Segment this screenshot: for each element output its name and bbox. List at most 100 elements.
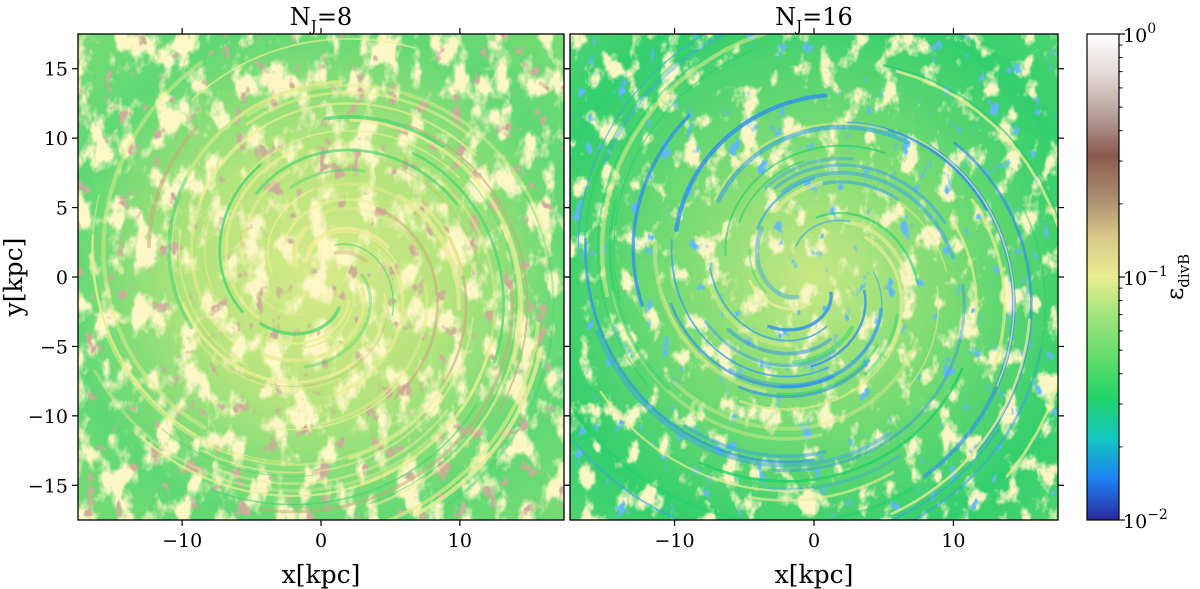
spiral-streak [970,198,1007,367]
spiral-streak [700,318,793,369]
spiral-streak [214,403,478,506]
spiral-streak [240,170,291,257]
y-axis-label: y[kpc] [0,238,28,318]
colorbar-tick-label: 10−1 [1123,264,1168,290]
spiral-streak [791,325,855,365]
spiral-streak [910,346,1043,520]
y-tick-label: −15 [28,475,68,497]
spiral-streak [305,226,390,263]
spiral-streak [772,283,966,473]
spiral-streak [200,317,474,474]
spiral-streak [573,429,1000,520]
spiral-streak [212,408,449,486]
heatmap-nj16 [570,34,1058,520]
spiral-streak [193,335,341,390]
spiral-streak [599,34,771,298]
spiral-streak [282,197,375,246]
spiral-streak [384,321,541,520]
spiral-streak [303,273,373,369]
spiral-streak [747,471,895,502]
x-tick-label: 10 [941,530,965,552]
spiral-streak [863,313,900,376]
spiral-streak [795,219,851,248]
spiral-streak [882,64,1058,221]
spiral-streak [1021,205,1046,381]
spiral-streak [323,256,406,400]
spiral-streak [323,114,445,149]
x-tick-label: −10 [655,530,695,552]
spiral-streak [776,343,879,396]
panel-nj8: −10 0 10 15 10 5 0 −5 −10 −15 [28,28,570,552]
spiral-streak [577,34,707,252]
spiral-streak [204,212,235,326]
spiral-streak [748,279,812,311]
spiral-streak [245,91,472,138]
spiral-streak [218,163,262,313]
colorbar-tick-label: 100 [1123,21,1156,47]
y-tick-label: 10 [44,128,68,150]
spiral-streak [403,122,529,414]
x-axis-label-nj16: x[kpc] [775,560,854,589]
spiral-streak [380,161,480,268]
spiral-streak [240,129,460,183]
spiral-streak [289,168,366,189]
spiral-streak [815,211,919,285]
spiral-streak [321,206,415,246]
spiral-streak [262,382,401,431]
spiral-streak [595,329,892,468]
spiral-streak [334,243,394,317]
spiral-streak [698,367,964,483]
spiral-streak [161,428,313,477]
spiral-streak [890,318,1031,516]
spiral-streak [756,177,816,230]
spiral-streak [844,220,908,277]
spiral-streak [105,335,407,467]
x-tick-label: 0 [315,530,327,552]
spiral-streak [772,181,824,214]
spiral-streak [327,292,387,379]
spiral-streak [191,37,416,101]
colorbar-label: εdivB [1161,254,1193,300]
spiral-streak [349,117,524,365]
spiral-streak [810,289,867,368]
spiral-streak [147,125,199,249]
spiral-streak [375,207,440,401]
spiral-streak [652,238,768,394]
x-tick-label: 0 [808,530,820,552]
spiral-streak [584,237,816,464]
x-tick-label: 10 [448,530,472,552]
spiral-streak [242,211,306,316]
spiral-streak [683,424,827,458]
spiral-streak [246,83,553,258]
spiral-streak [613,49,753,299]
spiral-streak [260,281,514,514]
x-tick-label: −10 [162,530,202,552]
y-tick-label: −5 [40,336,68,358]
spiral-streak [418,200,464,276]
spiral-streak [773,163,947,225]
spiral-streak [225,308,389,388]
spiral-streak [738,160,804,224]
spiral-streak [909,286,940,387]
spiral-streak [670,238,829,378]
spiral-streak [709,286,793,347]
spiral-streak [611,291,823,441]
spiral-streak [596,63,695,387]
spiral-streak [608,199,671,391]
spiral-streak [953,141,1033,451]
spiral-streak [291,225,309,269]
spiral-streak [703,320,837,368]
spiral-streak [764,156,855,190]
panel-title-nj8: NJ=8 [290,3,352,35]
spiral-streak [171,205,182,301]
spiral-streak [181,302,354,385]
spiral-streak [728,368,832,388]
y-tick-label: −10 [28,406,68,428]
spiral-streak [631,113,691,308]
spiral-streak [895,69,1058,478]
spiral-streak [599,390,814,493]
y-tick-label: 0 [56,267,68,289]
colorbar-tick-label: 10−2 [1123,507,1168,533]
spiral-streak [767,291,833,332]
